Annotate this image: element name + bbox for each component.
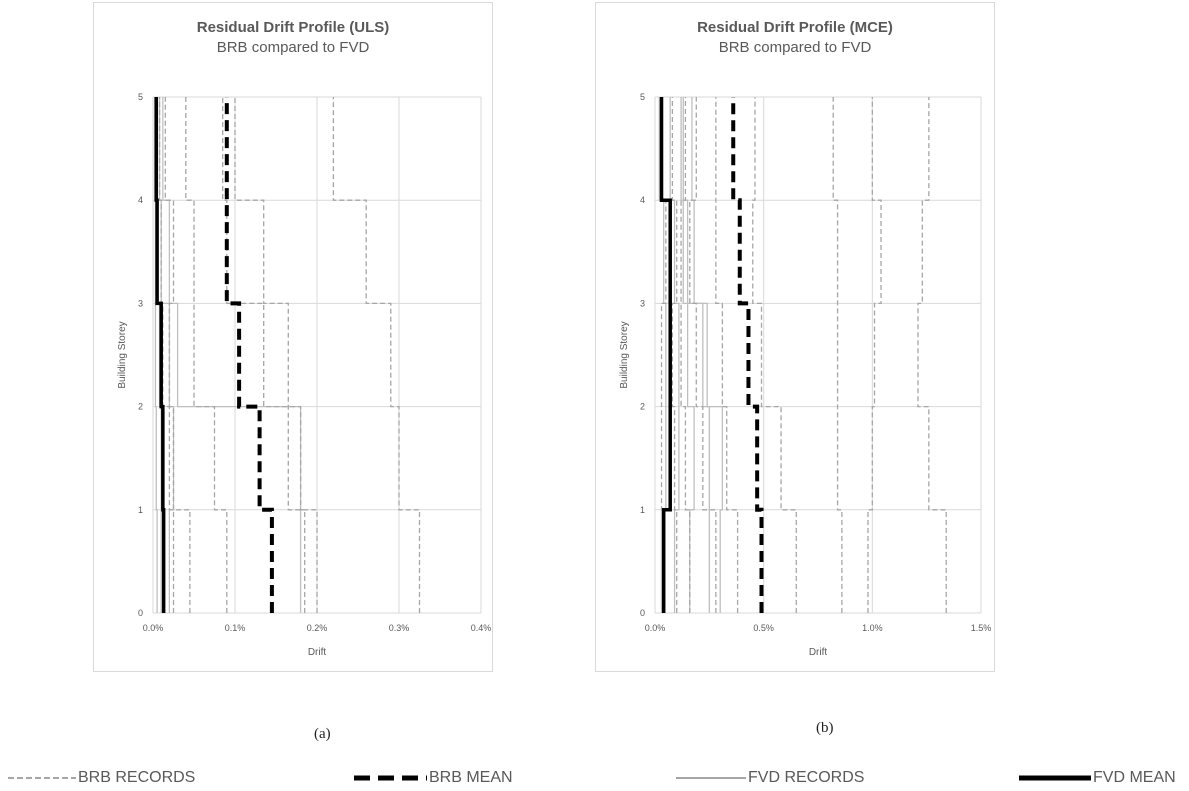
legend-item-fvd-records: FVD RECORDS xyxy=(674,766,864,790)
legend-item-brb-records: BRB RECORDS xyxy=(6,766,195,790)
series-line-brb-rec xyxy=(680,97,691,613)
series-line-brb-rec xyxy=(832,97,843,613)
chart-title: Residual Drift Profile (MCE) xyxy=(697,19,893,36)
series-line-brb-rec xyxy=(917,97,947,613)
series-line-brb-rec xyxy=(689,97,717,613)
series-line-fvd-rec xyxy=(162,97,302,613)
legend-swatch-brb-records xyxy=(8,777,76,779)
series-line-brb-mean xyxy=(731,97,764,613)
x-tick-label: 1.0% xyxy=(862,623,883,633)
legend-label: FVD MEAN xyxy=(1093,769,1176,786)
series-line-brb-rec xyxy=(752,97,797,613)
legend-item-fvd-mean: FVD MEAN xyxy=(1017,766,1176,790)
legend-swatch-fvd-records xyxy=(676,777,746,779)
x-tick-label: 0.4% xyxy=(471,623,492,633)
x-tick-label: 0.1% xyxy=(225,623,246,633)
chart-panel-mce: Residual Drift Profile (MCE) BRB compare… xyxy=(595,2,995,672)
y-tick-label: 0 xyxy=(138,608,143,618)
y-tick-label: 5 xyxy=(640,92,645,102)
y-tick-label: 1 xyxy=(138,505,143,515)
y-tick-label: 0 xyxy=(640,608,645,618)
y-tick-label: 2 xyxy=(640,402,645,412)
x-tick-label: 0.5% xyxy=(753,623,774,633)
x-tick-label: 0.2% xyxy=(307,623,328,633)
series-line-brb-rec xyxy=(867,97,882,613)
legend-label: BRB RECORDS xyxy=(78,769,196,786)
y-tick-label: 4 xyxy=(640,195,645,205)
chart-subtitle: BRB compared to FVD xyxy=(718,39,872,56)
series-line-brb-rec xyxy=(234,97,318,613)
x-tick-label: 0.0% xyxy=(645,623,666,633)
x-axis-label: Drift xyxy=(809,647,828,658)
legend-swatch-fvd-mean xyxy=(1019,775,1091,781)
series-line-brb-rec xyxy=(671,97,678,613)
series-line-brb-rec xyxy=(332,97,421,613)
chart-panel-uls: Residual Drift Profile (ULS) BRB compare… xyxy=(93,2,493,672)
chart-title: Residual Drift Profile (ULS) xyxy=(196,19,390,36)
chart-plot-uls: 0.0% 0.1% 0.2% 0.3% 0.4% 0 1 2 3 4 5 Drift Building … xyxy=(117,92,492,658)
series-line-fvd-mean xyxy=(154,97,166,613)
y-axis-label: Building Storey xyxy=(619,321,630,388)
legend: BRB RECORDS BRB MEAN FVD RECORDS FVD MEA… xyxy=(0,766,1189,790)
y-tick-label: 1 xyxy=(640,505,645,515)
series-line-fvd-mean xyxy=(659,97,672,613)
y-tick-label: 3 xyxy=(138,298,143,308)
legend-swatch-brb-mean xyxy=(354,775,427,781)
series-line-brb-rec xyxy=(185,97,228,613)
series-line-brb-rec xyxy=(222,97,306,613)
x-tick-label: 0.3% xyxy=(389,623,410,633)
x-tick-label: 1.5% xyxy=(971,623,992,633)
legend-label: BRB MEAN xyxy=(429,769,513,786)
y-tick-label: 2 xyxy=(138,402,143,412)
x-tick-label: 0.0% xyxy=(143,623,164,633)
y-tick-label: 5 xyxy=(138,92,143,102)
y-tick-label: 3 xyxy=(640,298,645,308)
y-tick-label: 4 xyxy=(138,195,143,205)
series-line-fvd-rec xyxy=(691,97,724,613)
chart-subtitle: BRB compared to FVD xyxy=(216,39,370,56)
x-axis-label: Drift xyxy=(308,647,327,658)
series-line-brb-rec xyxy=(164,97,191,613)
chart-plot-mce: 0.0% 0.5% 1.0% 1.5% 0 1 2 3 4 5 Drift Building Stor… xyxy=(619,92,992,658)
figure-caption-a: (a) xyxy=(314,726,331,742)
series-line-fvd-rec xyxy=(680,97,695,613)
series-line-brb-mean xyxy=(224,97,274,613)
figure-caption-b: (b) xyxy=(816,720,834,736)
series-line-brb-rec xyxy=(715,97,739,613)
legend-label: FVD RECORDS xyxy=(748,769,865,786)
y-axis-label: Building Storey xyxy=(117,321,128,388)
legend-item-brb-mean: BRB MEAN xyxy=(353,766,513,790)
